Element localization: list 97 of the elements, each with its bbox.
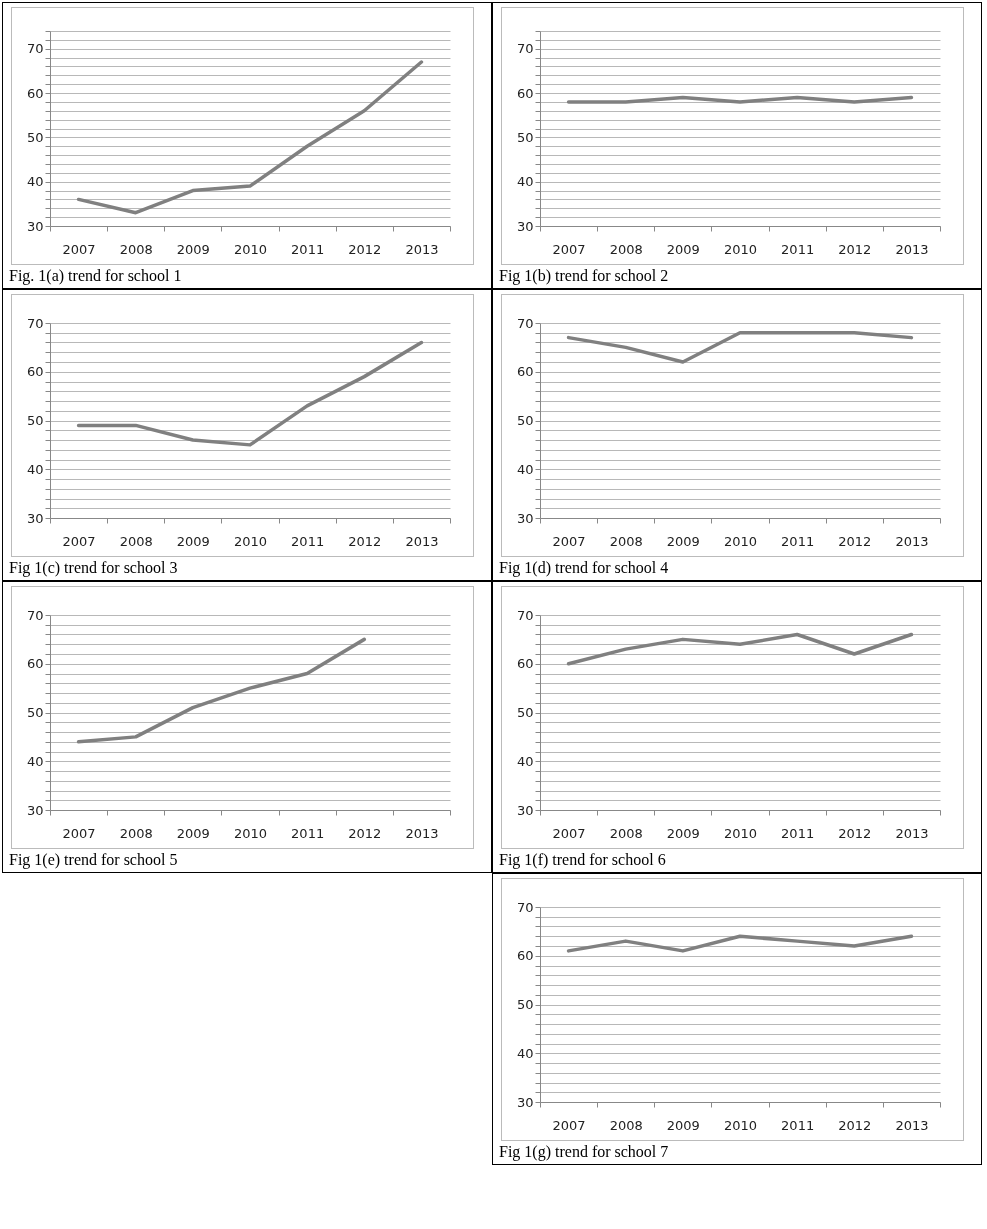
y-tick-label: 70 xyxy=(26,607,44,623)
y-tick-label: 50 xyxy=(26,413,44,428)
y-tick-label: 60 xyxy=(516,85,534,101)
x-tick-label: 2010 xyxy=(723,533,758,549)
x-tick-label: 2008 xyxy=(119,533,153,549)
y-tick-label: 60 xyxy=(516,656,534,672)
y-tick-label: 50 xyxy=(516,997,534,1012)
line-series xyxy=(566,934,914,953)
x-tick-label: 2008 xyxy=(609,241,643,257)
x-tick-label: 2009 xyxy=(176,241,210,257)
x-tick-label: 2007 xyxy=(62,241,96,257)
text: Fig 1(g) trend for school 7 xyxy=(498,1142,670,1163)
y-tick-label: 70 xyxy=(516,899,534,915)
x-tick-label: 2010 xyxy=(233,825,268,841)
x-tick-label: 2011 xyxy=(291,533,325,549)
y-tick-label: 60 xyxy=(516,364,534,380)
y-tick-label: 70 xyxy=(26,315,44,331)
x-tick-label: 2010 xyxy=(233,533,268,549)
x-tick-label: 2011 xyxy=(781,533,815,549)
x-tick-label: 2011 xyxy=(781,241,815,257)
x-tick-label: 2011 xyxy=(291,241,325,257)
x-tick-label: 2007 xyxy=(552,533,586,549)
line-series xyxy=(76,340,424,447)
y-tick-label: 50 xyxy=(26,129,44,145)
line-series xyxy=(76,637,367,744)
y-tick-label: 40 xyxy=(26,174,44,190)
line-series xyxy=(566,331,914,364)
text: Fig 1(c) trend for school 3 xyxy=(8,558,179,579)
y-tick-label: 30 xyxy=(516,1094,534,1110)
y-tick-label: 30 xyxy=(516,218,534,234)
x-tick-label: 2007 xyxy=(62,825,96,841)
y-tick-label: 70 xyxy=(516,607,534,623)
x-tick-label: 2009 xyxy=(666,1117,700,1133)
y-tick-label: 40 xyxy=(26,461,44,477)
x-tick-label: 2013 xyxy=(895,825,929,841)
y-tick-label: 50 xyxy=(26,705,44,720)
x-tick-label: 2010 xyxy=(723,1117,758,1133)
y-tick-label: 40 xyxy=(516,461,534,477)
x-tick-label: 2010 xyxy=(233,241,268,257)
y-tick-label: 30 xyxy=(26,510,44,526)
y-tick-label: 70 xyxy=(516,41,534,57)
x-tick-label: 2013 xyxy=(895,533,929,549)
x-tick-label: 2012 xyxy=(838,825,872,841)
x-tick-label: 2009 xyxy=(176,825,210,841)
y-tick-label: 40 xyxy=(516,174,534,190)
y-tick-label: 70 xyxy=(516,315,534,331)
x-tick-label: 2008 xyxy=(609,533,643,549)
line-series xyxy=(566,632,914,666)
x-tick-label: 2009 xyxy=(176,533,210,549)
x-tick-label: 2012 xyxy=(348,825,382,841)
x-tick-label: 2013 xyxy=(405,533,439,549)
x-tick-label: 2010 xyxy=(723,825,758,841)
y-tick-label: 70 xyxy=(26,41,44,57)
x-tick-label: 2012 xyxy=(838,241,872,257)
text: Fig. 1(a) trend for school 1 xyxy=(8,266,183,287)
x-tick-label: 2009 xyxy=(666,533,700,549)
x-tick-label: 2008 xyxy=(609,1117,643,1133)
x-tick-label: 2007 xyxy=(552,825,586,841)
y-tick-label: 60 xyxy=(516,948,534,964)
y-tick-label: 30 xyxy=(26,218,44,234)
y-tick-label: 40 xyxy=(516,1045,534,1061)
text: Fig 1(b) trend for school 2 xyxy=(498,266,670,287)
y-tick-label: 30 xyxy=(26,802,44,818)
x-tick-label: 2013 xyxy=(405,825,439,841)
x-tick-label: 2009 xyxy=(666,825,700,841)
y-tick-label: 30 xyxy=(516,510,534,526)
y-tick-label: 30 xyxy=(516,802,534,818)
x-tick-label: 2011 xyxy=(291,825,325,841)
x-tick-label: 2011 xyxy=(781,1117,815,1133)
x-tick-label: 2013 xyxy=(405,241,439,257)
x-tick-label: 2008 xyxy=(119,241,153,257)
text: Fig 1(d) trend for school 4 xyxy=(498,558,670,579)
x-tick-label: 2007 xyxy=(552,241,586,257)
x-tick-label: 2008 xyxy=(609,825,643,841)
x-tick-label: 2007 xyxy=(62,533,96,549)
text: Fig 1(e) trend for school 5 xyxy=(8,850,179,871)
y-tick-label: 60 xyxy=(26,656,44,672)
x-tick-label: 2007 xyxy=(552,1117,586,1133)
x-tick-label: 2009 xyxy=(666,241,700,257)
y-tick-label: 60 xyxy=(26,85,44,101)
text: Fig 1(f) trend for school 6 xyxy=(498,850,667,871)
y-tick-label: 50 xyxy=(516,129,534,145)
x-tick-label: 2012 xyxy=(348,533,382,549)
x-tick-label: 2011 xyxy=(781,825,815,841)
x-tick-label: 2012 xyxy=(838,1117,872,1133)
x-tick-label: 2012 xyxy=(348,241,382,257)
y-tick-label: 60 xyxy=(26,364,44,380)
x-tick-label: 2010 xyxy=(723,241,758,257)
x-tick-label: 2013 xyxy=(895,1117,929,1133)
x-tick-label: 2008 xyxy=(119,825,153,841)
y-tick-label: 50 xyxy=(516,705,534,720)
y-tick-label: 40 xyxy=(516,753,534,769)
y-tick-label: 50 xyxy=(516,413,534,428)
line-series xyxy=(76,60,424,215)
x-tick-label: 2012 xyxy=(838,533,872,549)
x-tick-label: 2013 xyxy=(895,241,929,257)
y-tick-label: 40 xyxy=(26,753,44,769)
